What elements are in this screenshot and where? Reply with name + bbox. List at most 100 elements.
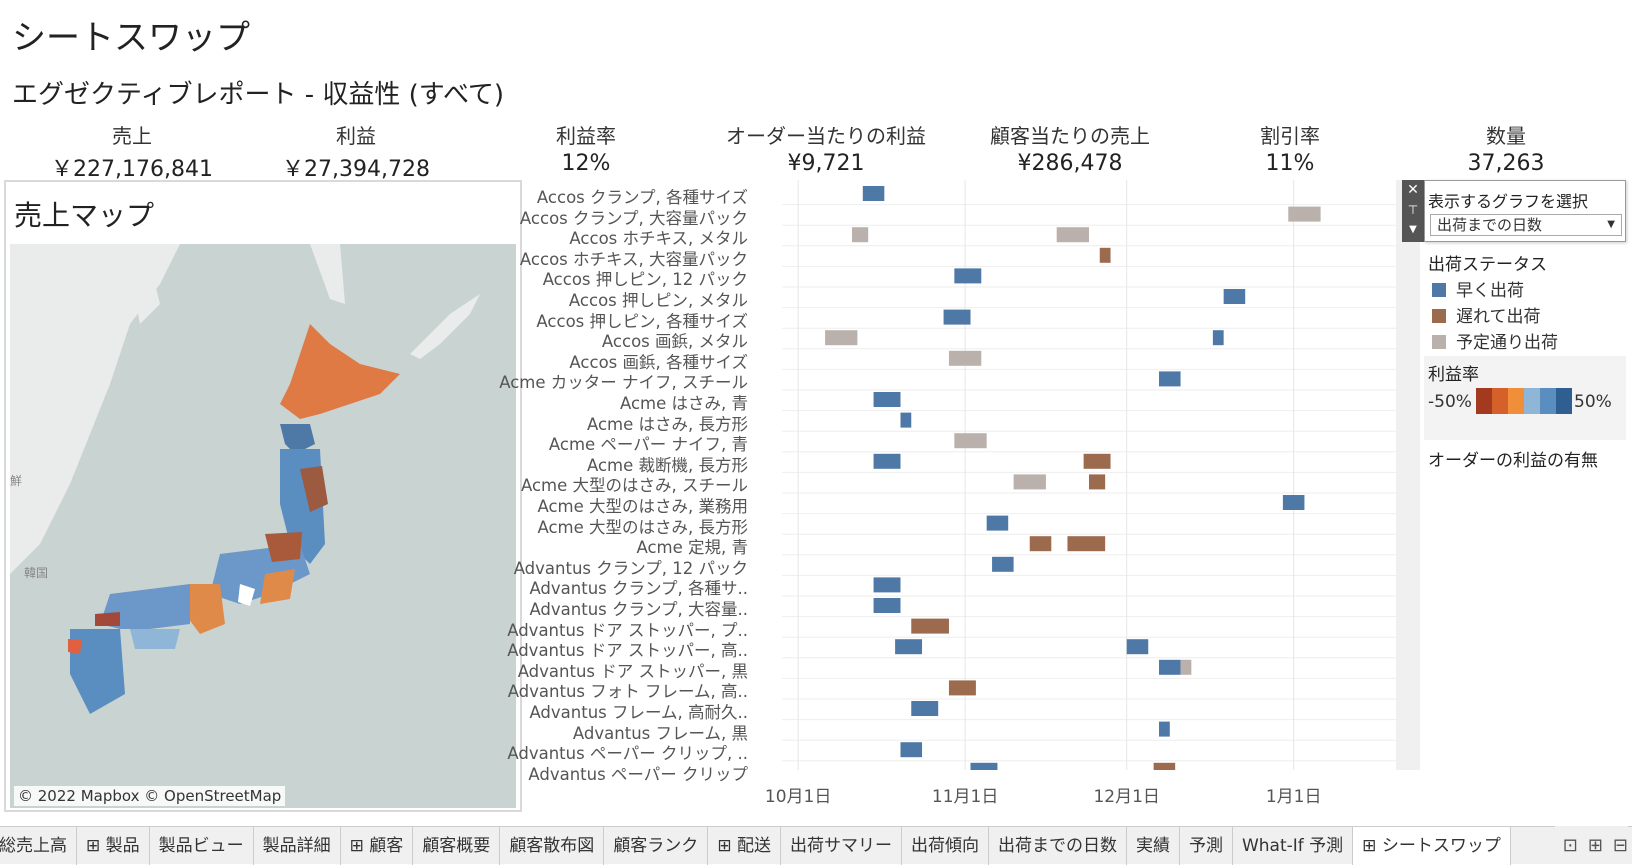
gantt-bar[interactable] <box>1282 495 1305 510</box>
gantt-row-label[interactable]: Accos 画鋲, メタル <box>601 332 748 352</box>
sheet-tab[interactable]: ⊞ 製品 <box>77 827 150 865</box>
gantt-row-label[interactable]: Accos ホチキス, メタル <box>569 229 748 249</box>
gantt-bar[interactable] <box>1212 330 1224 346</box>
gantt-row-label[interactable]: Acme はさみ, 長方形 <box>586 414 748 434</box>
gantt-row-label[interactable]: Acme 定規, 青 <box>636 538 748 558</box>
gantt-bar[interactable] <box>900 412 912 428</box>
kyushu-region[interactable] <box>70 629 125 714</box>
gantt-row-label[interactable]: Accos 押しピン, 12 パック <box>542 270 748 290</box>
sheet-tab[interactable]: 顧客概要 <box>413 827 501 865</box>
fukuoka-region[interactable] <box>68 639 82 654</box>
gantt-row-label[interactable]: Advantus ドア ストッパー, 黒 <box>517 661 748 681</box>
gantt-row-label[interactable]: Advantus クランプ, 各種サ.. <box>529 579 748 599</box>
sheet-tab[interactable]: 予測 <box>1180 827 1233 865</box>
gantt-row-label[interactable]: Acme 裁断機, 長方形 <box>586 455 748 475</box>
sheet-tab[interactable]: 出荷傾向 <box>902 827 989 865</box>
gantt-bar[interactable] <box>873 598 901 613</box>
vertical-scrollbar[interactable] <box>1396 180 1420 770</box>
close-icon[interactable]: ✕ <box>1407 182 1419 198</box>
gantt-bar[interactable] <box>873 577 901 593</box>
status-legend-item[interactable]: 早く出荷 <box>1432 276 1524 301</box>
gantt-bar[interactable] <box>954 433 987 449</box>
sheet-tab[interactable]: ⊞ 配送 <box>708 827 781 865</box>
gantt-row-label[interactable]: Advantus ペーパー クリップ <box>528 764 748 784</box>
sheet-tab[interactable]: 出荷サマリー <box>781 827 902 865</box>
gantt-bar[interactable] <box>895 639 923 655</box>
gantt-row-label[interactable]: Accos 押しピン, 各種サイズ <box>536 311 748 331</box>
gantt-row-label[interactable]: Acme はさみ, 青 <box>619 394 748 413</box>
gantt-row-label[interactable]: Acme 大型のはさみ, 業務用 <box>537 497 748 516</box>
gantt-row-label[interactable]: Advantus フレーム, 高耐久.. <box>529 703 748 722</box>
gantt-row-label[interactable]: Acme 大型のはさみ, スチール <box>520 476 748 496</box>
kanto-region[interactable] <box>260 569 295 604</box>
chart-select-dropdown[interactable]: 出荷までの日数 ▼ <box>1430 214 1622 236</box>
iwate-region[interactable] <box>300 466 328 512</box>
gantt-bar[interactable] <box>873 392 901 407</box>
gantt-bar[interactable] <box>943 309 971 325</box>
gantt-bar[interactable] <box>948 350 982 366</box>
gantt-bar[interactable] <box>1180 659 1192 675</box>
gantt-plot[interactable] <box>782 180 1396 770</box>
new-worksheet-icon[interactable]: ⊞ <box>1587 834 1603 856</box>
gantt-bar[interactable] <box>1056 227 1089 243</box>
aomori-region[interactable] <box>280 424 315 454</box>
gantt-bar[interactable] <box>852 227 869 243</box>
ibaraki-region[interactable] <box>265 532 302 562</box>
gantt-row-label[interactable]: Accos クランプ, 大容量パック <box>519 208 748 228</box>
chevron-down-icon[interactable]: ▼ <box>1607 219 1615 230</box>
status-legend-item[interactable]: 遅れて出荷 <box>1432 302 1541 327</box>
sheet-tab[interactable]: 顧客散布図 <box>500 827 605 865</box>
gantt-bar[interactable] <box>1013 474 1046 490</box>
profit-color-ramp[interactable] <box>1476 388 1572 414</box>
gantt-bar[interactable] <box>862 186 885 201</box>
gantt-row-label[interactable]: Advantus ペーパー クリップ, .. <box>507 744 748 764</box>
gantt-row-label[interactable]: Advantus ドア ストッパー, プ.. <box>507 620 748 640</box>
sheet-tab[interactable]: ⊞ 顧客 <box>341 827 414 865</box>
gantt-bar[interactable] <box>970 762 998 770</box>
tokyo-region[interactable] <box>238 584 255 606</box>
gantt-row-label[interactable]: Acme ペーパー ナイフ, 青 <box>548 435 748 455</box>
status-legend-item[interactable]: 予定通り出荷 <box>1432 328 1558 353</box>
gantt-bar[interactable] <box>873 453 901 469</box>
gantt-row-label[interactable]: Accos ホチキス, 大容量パック <box>519 249 748 269</box>
gantt-row-label[interactable]: Advantus クランプ, 大容量.. <box>529 600 748 619</box>
gantt-bar[interactable] <box>1223 289 1246 304</box>
new-dashboard-icon[interactable]: ⊡ <box>1562 834 1578 856</box>
gantt-bar[interactable] <box>986 515 1009 531</box>
gantt-bar[interactable] <box>1067 536 1106 552</box>
gantt-bar[interactable] <box>1153 762 1176 770</box>
gantt-row-label[interactable]: Accos 押しピン, メタル <box>568 291 748 310</box>
shikoku-region[interactable] <box>130 629 180 649</box>
gantt-row-label[interactable]: Advantus クランプ, 12 パック <box>513 558 748 578</box>
menu-down-icon[interactable]: ▼ <box>1409 224 1417 235</box>
gantt-bar[interactable] <box>1029 536 1052 552</box>
pin-icon[interactable]: ⊤ <box>1407 203 1419 217</box>
gantt-bar[interactable] <box>900 742 923 758</box>
sheet-tab[interactable]: 顧客ランク <box>604 827 709 865</box>
gantt-bar[interactable] <box>948 680 976 696</box>
gantt-bar[interactable] <box>1288 206 1321 222</box>
sheet-tab[interactable]: What-If 予測 <box>1233 827 1354 865</box>
gantt-row-label[interactable]: Acme カッター ナイフ, スチール <box>499 373 748 393</box>
gantt-bar[interactable] <box>1099 247 1111 263</box>
chugoku-region[interactable] <box>100 584 190 629</box>
sheet-tab[interactable]: 出荷までの日数 <box>989 827 1127 865</box>
gantt-bar[interactable] <box>1083 453 1111 469</box>
gantt-bar[interactable] <box>992 556 1014 572</box>
gantt-bar[interactable] <box>1089 474 1106 490</box>
parameter-handle[interactable]: ✕ ⊤ ▼ <box>1402 180 1424 242</box>
gantt-row-label[interactable]: Accos クランプ, 各種サイズ <box>536 188 748 207</box>
sheet-tab[interactable]: 実績 <box>1127 827 1180 865</box>
map-attribution[interactable]: © 2022 Mapbox © OpenStreetMap <box>14 786 286 806</box>
sheet-tab[interactable]: 製品ビュー <box>150 827 254 865</box>
gantt-bar[interactable] <box>954 268 982 284</box>
hokkaido-region[interactable] <box>280 324 400 419</box>
gantt-row-label[interactable]: Advantus フォト フレーム, 高.. <box>507 682 748 702</box>
gantt-row-label[interactable]: Accos 画鋲, 各種サイズ <box>569 352 748 372</box>
new-story-icon[interactable]: ⊟ <box>1612 834 1628 856</box>
sheet-tab[interactable]: ⊞ シートスワップ <box>1353 827 1511 865</box>
kansai-region[interactable] <box>185 584 225 634</box>
yamaguchi-region[interactable] <box>95 612 120 626</box>
gantt-row-label[interactable]: Advantus フレーム, 黒 <box>572 723 748 743</box>
gantt-bar[interactable] <box>1159 659 1181 675</box>
